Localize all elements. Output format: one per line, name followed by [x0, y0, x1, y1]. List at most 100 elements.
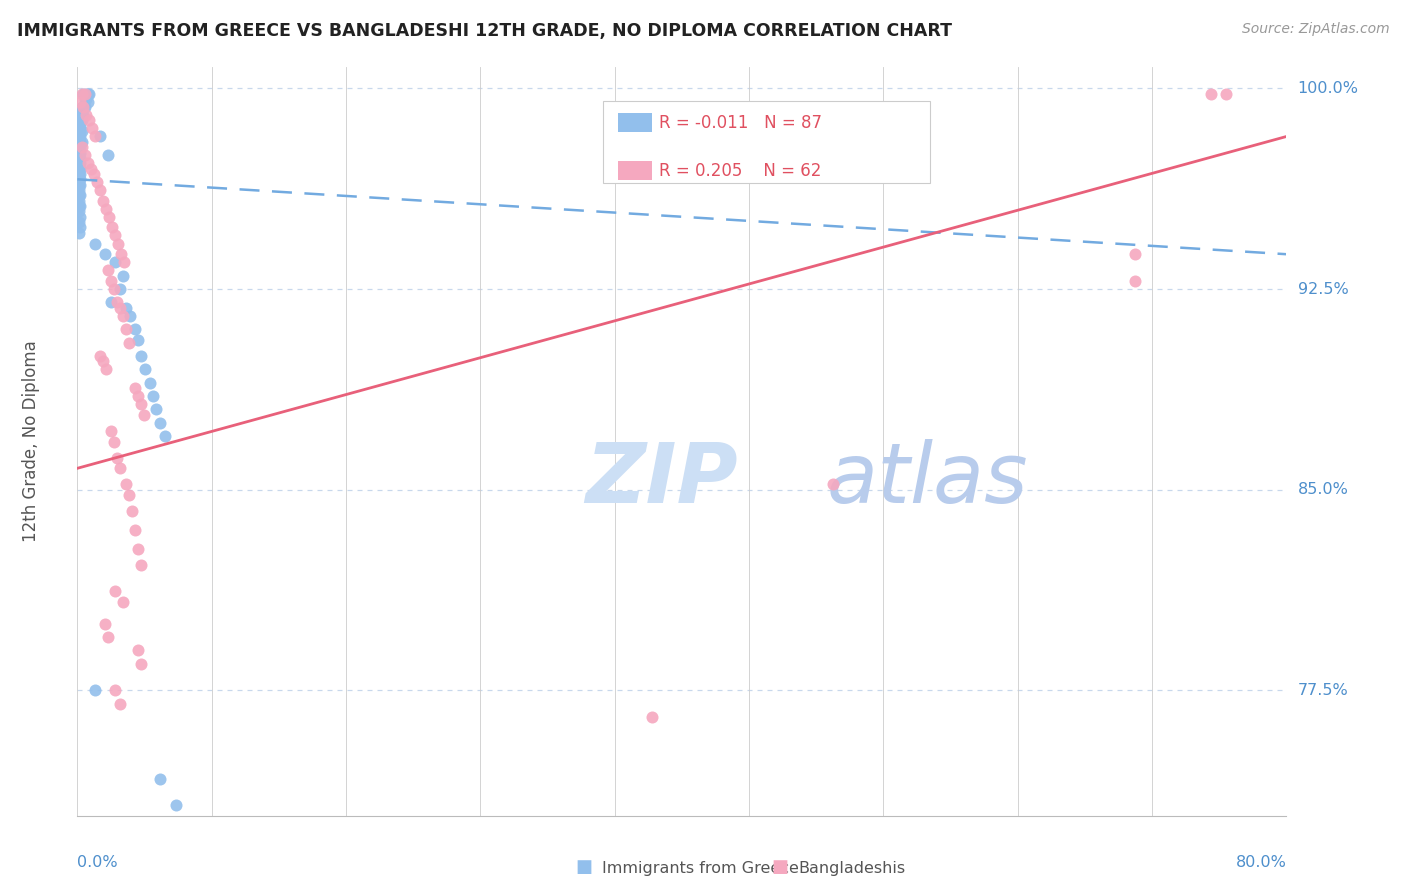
Point [72, 100, 94, 114]
Point [100, 274, 122, 288]
Point [1123, 247, 1146, 261]
Point [114, 477, 136, 491]
Point [69, 135, 91, 149]
Point [118, 488, 141, 502]
Point [101, 220, 124, 235]
Point [105, 450, 128, 465]
Point [70, 113, 93, 128]
Point [153, 429, 176, 443]
Text: IMMIGRANTS FROM GREECE VS BANGLADESHI 12TH GRADE, NO DIPLOMA CORRELATION CHART: IMMIGRANTS FROM GREECE VS BANGLADESHI 12… [17, 22, 952, 40]
Point [127, 389, 149, 403]
Point [100, 295, 122, 310]
Text: Immigrants from Greece: Immigrants from Greece [602, 861, 799, 876]
Point [124, 322, 146, 336]
Point [94, 202, 117, 216]
Point [69, 103, 91, 117]
Point [82, 121, 104, 136]
Point [129, 657, 152, 671]
Point [104, 255, 127, 269]
Point [96, 630, 118, 644]
Text: R = 0.205    N = 62: R = 0.205 N = 62 [659, 162, 821, 180]
Point [103, 282, 125, 296]
Point [114, 301, 136, 315]
Text: 85.0%: 85.0% [1298, 483, 1348, 497]
Point [104, 228, 127, 243]
Point [821, 477, 844, 491]
Point [108, 282, 131, 296]
Point [84, 236, 107, 251]
Point [69, 210, 91, 224]
Point [89, 129, 111, 144]
Point [69, 119, 91, 133]
Point [72, 100, 94, 114]
Point [142, 389, 165, 403]
Point [69, 178, 91, 192]
Point [69, 145, 91, 160]
Point [110, 247, 132, 261]
FancyBboxPatch shape [617, 161, 652, 180]
Point [641, 710, 664, 724]
Point [96, 148, 118, 162]
Text: ■: ■ [575, 858, 592, 876]
Point [75, 108, 97, 122]
Text: Bangladeshis: Bangladeshis [799, 861, 905, 876]
Point [79, 113, 101, 128]
Point [127, 643, 149, 657]
Point [124, 381, 146, 395]
Point [1215, 87, 1237, 101]
Point [77, 156, 100, 170]
Point [70, 100, 93, 114]
Point [69, 124, 91, 138]
Point [105, 295, 128, 310]
Text: 77.5%: 77.5% [1298, 683, 1348, 698]
Point [67, 135, 90, 149]
Point [69, 188, 91, 202]
Point [84, 129, 107, 144]
Point [79, 87, 101, 101]
Point [89, 183, 111, 197]
Point [112, 255, 135, 269]
Point [69, 220, 91, 235]
Point [69, 129, 91, 144]
Point [91, 194, 114, 208]
Point [96, 263, 118, 277]
Point [1123, 274, 1146, 288]
Point [67, 226, 90, 240]
Point [67, 215, 90, 229]
Point [145, 402, 167, 417]
Point [70, 140, 93, 154]
Point [69, 167, 91, 181]
Point [84, 683, 107, 698]
Point [67, 188, 90, 202]
Point [67, 167, 90, 181]
Point [103, 434, 125, 449]
Point [149, 416, 172, 430]
Point [129, 397, 152, 411]
Point [69, 156, 91, 170]
Point [111, 268, 134, 283]
Point [108, 301, 131, 315]
Text: ZIP: ZIP [585, 439, 738, 519]
Point [104, 584, 127, 599]
Point [1199, 87, 1222, 101]
Point [104, 683, 127, 698]
Point [118, 335, 141, 350]
Point [69, 199, 91, 213]
Point [69, 151, 91, 165]
Point [67, 129, 90, 144]
Point [73, 92, 96, 106]
Point [149, 772, 172, 786]
Point [73, 87, 96, 101]
Point [67, 161, 90, 176]
Point [70, 124, 93, 138]
Point [69, 95, 91, 109]
Point [67, 172, 90, 186]
Point [83, 167, 105, 181]
Point [121, 504, 143, 518]
Point [86, 175, 108, 189]
Point [127, 333, 149, 347]
Point [108, 697, 131, 711]
Point [91, 354, 114, 368]
Point [67, 194, 90, 208]
Point [69, 161, 91, 176]
